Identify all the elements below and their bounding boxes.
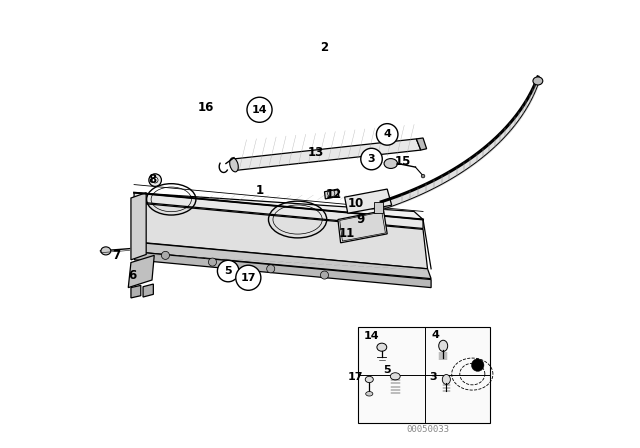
- Polygon shape: [338, 211, 387, 243]
- Text: 12: 12: [325, 188, 342, 202]
- Text: 2: 2: [321, 40, 328, 54]
- Ellipse shape: [365, 376, 373, 383]
- Polygon shape: [134, 193, 423, 228]
- Ellipse shape: [101, 247, 111, 255]
- Text: 00050033: 00050033: [406, 425, 449, 434]
- Polygon shape: [374, 202, 383, 213]
- Circle shape: [472, 359, 484, 371]
- Polygon shape: [143, 284, 154, 297]
- Polygon shape: [134, 193, 423, 220]
- Text: 10: 10: [348, 197, 364, 211]
- Text: 16: 16: [198, 101, 214, 114]
- Text: 9: 9: [356, 213, 364, 226]
- Text: 11: 11: [339, 227, 355, 241]
- Circle shape: [209, 258, 216, 266]
- Circle shape: [161, 251, 170, 259]
- Text: 5: 5: [383, 366, 391, 375]
- Ellipse shape: [149, 174, 161, 186]
- Circle shape: [267, 265, 275, 273]
- Circle shape: [247, 97, 272, 122]
- Text: 4: 4: [383, 129, 391, 139]
- Polygon shape: [324, 189, 339, 199]
- Text: 17: 17: [241, 273, 256, 283]
- Polygon shape: [134, 252, 431, 288]
- Circle shape: [321, 271, 328, 279]
- Polygon shape: [233, 139, 421, 170]
- Text: 15: 15: [395, 155, 411, 168]
- Ellipse shape: [230, 158, 238, 172]
- Polygon shape: [345, 189, 392, 213]
- Polygon shape: [417, 138, 427, 150]
- Circle shape: [361, 148, 382, 170]
- Ellipse shape: [390, 373, 400, 380]
- Polygon shape: [132, 242, 431, 279]
- Ellipse shape: [377, 343, 387, 351]
- Ellipse shape: [365, 392, 373, 396]
- Ellipse shape: [421, 174, 425, 178]
- Polygon shape: [131, 285, 141, 298]
- Text: 8: 8: [148, 172, 156, 186]
- Circle shape: [376, 124, 398, 145]
- Text: 14: 14: [252, 105, 268, 115]
- Text: 3: 3: [368, 154, 375, 164]
- Text: 13: 13: [307, 146, 324, 159]
- Polygon shape: [128, 255, 154, 288]
- Text: 7: 7: [112, 249, 120, 262]
- Ellipse shape: [439, 340, 448, 351]
- Text: 3: 3: [429, 372, 437, 382]
- Bar: [358, 327, 490, 423]
- Circle shape: [218, 260, 239, 282]
- Text: 17: 17: [348, 372, 363, 382]
- Text: 6: 6: [129, 269, 137, 282]
- Ellipse shape: [442, 375, 451, 384]
- Ellipse shape: [533, 77, 543, 85]
- Text: 4: 4: [431, 331, 440, 340]
- Ellipse shape: [152, 177, 158, 183]
- Ellipse shape: [384, 159, 397, 168]
- Text: 14: 14: [364, 332, 380, 341]
- Text: 1: 1: [255, 184, 264, 197]
- Circle shape: [236, 265, 261, 290]
- Text: 5: 5: [225, 266, 232, 276]
- Polygon shape: [132, 202, 428, 269]
- Polygon shape: [131, 193, 146, 260]
- Polygon shape: [340, 212, 385, 241]
